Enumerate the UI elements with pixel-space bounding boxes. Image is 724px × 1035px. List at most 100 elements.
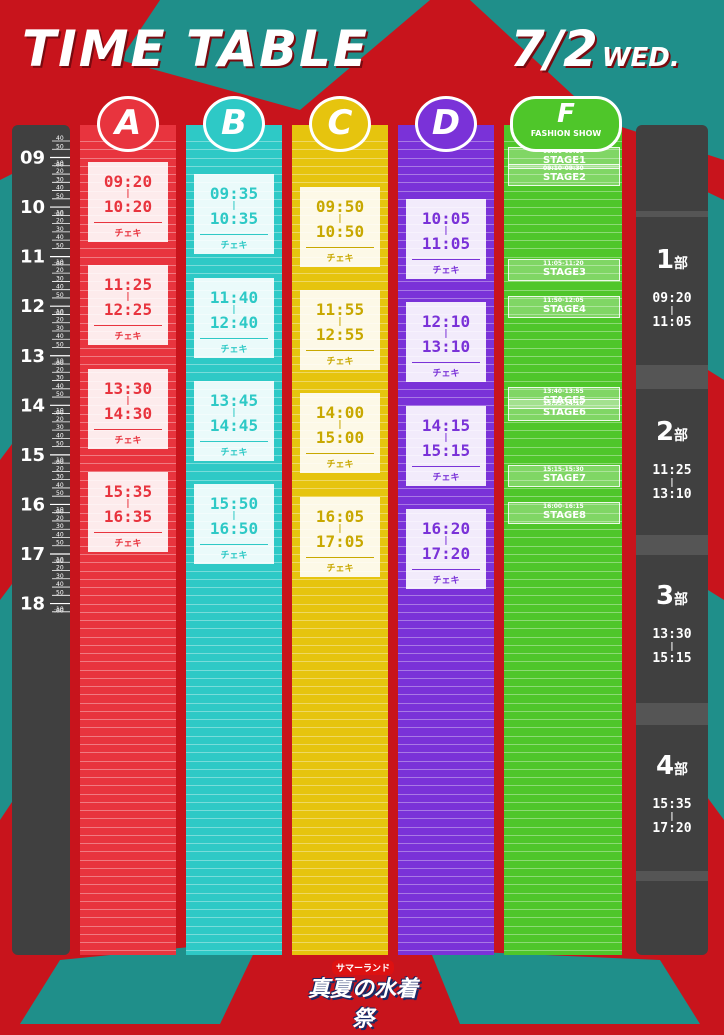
fashion-stage-time: 09:10-09:30 xyxy=(543,164,584,172)
grid-line xyxy=(186,884,282,886)
card-start-time: 11:40 xyxy=(209,287,259,307)
grid-line xyxy=(292,702,388,704)
stage-d-column: 10:05 | 11:05 チェキ 12:10 | 13:10 チェキ 14:15 | 15:15 チ… xyxy=(398,125,494,955)
grid-line xyxy=(80,826,176,828)
grid-line xyxy=(504,661,622,663)
part-end: 11:05 xyxy=(652,315,692,330)
grid-line xyxy=(80,710,176,712)
card-separator xyxy=(412,465,480,467)
ruler-hour-suffix: :00 xyxy=(54,459,64,466)
grid-line xyxy=(292,719,388,721)
schedule-card: 09:50 | 10:50 チェキ xyxy=(300,186,380,267)
ruler-minute-label: 50 xyxy=(56,143,64,150)
card-label: チェキ xyxy=(220,241,248,252)
grid-line xyxy=(504,504,622,506)
grid-line xyxy=(292,653,388,655)
grid-line xyxy=(504,529,622,531)
grid-line xyxy=(80,628,176,630)
card-label: チェキ xyxy=(220,344,248,355)
grid-line xyxy=(186,785,282,787)
grid-line xyxy=(292,157,388,159)
card-dash: | xyxy=(125,395,131,406)
grid-line xyxy=(80,669,176,671)
grid-line xyxy=(504,479,622,481)
grid-line xyxy=(504,653,622,655)
grid-line xyxy=(80,686,176,688)
grid-line xyxy=(292,595,388,597)
grid-line xyxy=(292,743,388,745)
grid-line xyxy=(292,644,388,646)
ruler-minute-label: 10 xyxy=(56,556,64,563)
grid-line xyxy=(80,925,176,927)
fashion-stage-name: STAGE8 xyxy=(543,510,586,522)
grid-line xyxy=(186,826,282,828)
grid-line xyxy=(504,520,622,522)
grid-line xyxy=(504,892,622,894)
grid-line xyxy=(504,289,622,291)
grid-line xyxy=(398,909,494,911)
grid-line xyxy=(186,859,282,861)
grid-line xyxy=(504,834,622,836)
grid-line xyxy=(186,264,282,266)
ruler-minute-label: 20 xyxy=(56,267,64,274)
grid-line xyxy=(398,487,494,489)
grid-line xyxy=(80,933,176,935)
card-end-time: 11:05 xyxy=(421,234,471,254)
grid-line xyxy=(292,578,388,580)
grid-line xyxy=(186,735,282,737)
schedule-card: 12:10 | 13:10 チェキ xyxy=(406,302,486,383)
grid-line xyxy=(80,909,176,911)
grid-line xyxy=(80,355,176,357)
fashion-show-header: F FASHION SHOW xyxy=(510,96,622,152)
ruler-minute-label: 50 xyxy=(56,589,64,596)
card-end-time: 12:55 xyxy=(315,325,365,345)
ruler-minute-label: 20 xyxy=(56,366,64,373)
ruler-minute-label: 50 xyxy=(56,441,64,448)
grid-line xyxy=(80,876,176,878)
ruler-hour-label: 17 xyxy=(20,544,45,565)
ruler-minute-label: 40 xyxy=(56,432,64,439)
grid-line xyxy=(504,677,622,679)
grid-line xyxy=(186,628,282,630)
grid-line xyxy=(504,190,622,192)
grid-line xyxy=(80,892,176,894)
grid-line xyxy=(186,653,282,655)
grid-line xyxy=(292,867,388,869)
ruler-minute-label: 20 xyxy=(56,515,64,522)
grid-line xyxy=(80,859,176,861)
stage-b-header: B xyxy=(203,96,265,152)
grid-line xyxy=(292,917,388,919)
time-ruler: 40 50 09:00 10 20 30 40 50 10:00 10 20 30 40 50 11:00 1… xyxy=(12,125,70,955)
grid-line xyxy=(292,735,388,737)
grid-line xyxy=(504,669,622,671)
grid-line xyxy=(186,611,282,613)
grid-line xyxy=(186,702,282,704)
grid-line xyxy=(186,892,282,894)
grid-line xyxy=(398,644,494,646)
grid-line xyxy=(186,867,282,869)
grid-line xyxy=(504,752,622,754)
weekday-value: WED. xyxy=(601,43,680,73)
grid-line xyxy=(292,876,388,878)
ruler-hour-suffix: :00 xyxy=(54,409,64,416)
card-label: チェキ xyxy=(326,253,354,264)
ruler-hour-suffix: :00 xyxy=(54,261,64,268)
grid-line xyxy=(504,380,622,382)
fashion-stage-time: 16:00-16:15 xyxy=(543,503,584,511)
schedule-card: 14:15 | 15:15 チェキ xyxy=(406,405,486,486)
part-number: 3部 xyxy=(655,581,689,611)
grid-line xyxy=(80,554,176,555)
card-separator xyxy=(200,544,268,546)
grid-line xyxy=(292,752,388,754)
card-dash: | xyxy=(337,420,343,431)
ruler-minute-label: 30 xyxy=(56,226,64,233)
grid-line xyxy=(504,686,622,688)
grid-line xyxy=(292,801,388,803)
stage-c-column: 09:50 | 10:50 チェキ 11:55 | 12:55 チェキ 14:00 | 15:00 チ… xyxy=(292,125,388,955)
grid-line xyxy=(504,314,622,316)
grid-line xyxy=(398,686,494,688)
grid-line xyxy=(398,661,494,663)
page-title: TIME TABLE xyxy=(22,20,370,78)
grid-line xyxy=(398,859,494,861)
grid-line xyxy=(398,843,494,845)
